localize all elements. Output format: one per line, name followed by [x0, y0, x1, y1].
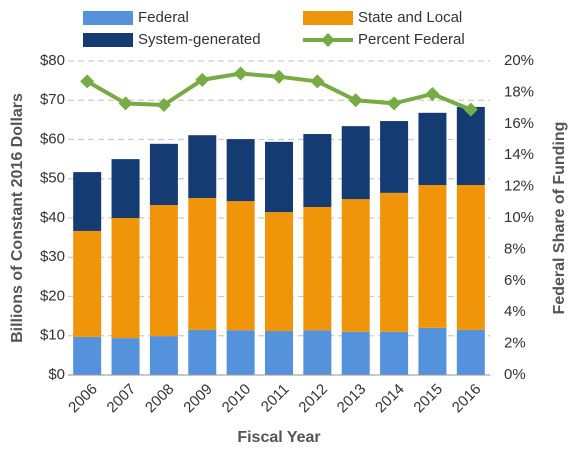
line-marker — [348, 93, 363, 108]
x-tick-label: 2007 — [104, 381, 140, 417]
y-tick-label: $40 — [40, 209, 65, 226]
bar-segment — [111, 218, 140, 339]
legend-swatch — [83, 11, 133, 25]
bar-segment — [341, 126, 370, 200]
bar-segment — [111, 159, 140, 218]
line-marker — [118, 96, 133, 111]
y2-tick-label: 20% — [504, 52, 534, 69]
bar-segment — [303, 134, 332, 208]
y2-axis-title: Federal Share of Funding — [551, 122, 568, 315]
bar-segment — [111, 338, 140, 375]
bar-segment — [418, 112, 447, 186]
bar-segment — [456, 185, 485, 330]
bar-segment — [226, 201, 255, 331]
y2-tick-label: 12% — [504, 178, 534, 195]
line-marker — [80, 74, 95, 89]
y2-tick-label: 18% — [504, 83, 534, 100]
bar-segment — [73, 336, 102, 375]
legend-label: Percent Federal — [358, 31, 465, 48]
x-axis-title: Fiscal Year — [237, 429, 320, 446]
legend-swatch — [321, 33, 335, 47]
x-tick-label: 2016 — [449, 381, 485, 417]
legend-label: State and Local — [358, 9, 462, 26]
x-tick-label: 2006 — [65, 381, 101, 417]
bar-segment — [380, 331, 409, 375]
x-tick-label: 2012 — [295, 381, 331, 417]
y-tick-label: $30 — [40, 248, 65, 265]
y-tick-label: $20 — [40, 287, 65, 304]
bar-segment — [303, 330, 332, 375]
bar-segment — [188, 197, 217, 330]
bar-segment — [456, 106, 485, 186]
y-tick-label: $70 — [40, 91, 65, 108]
bar-segment — [380, 121, 409, 193]
bar-segment — [456, 329, 485, 375]
bar-segment — [265, 331, 293, 375]
bar-segment — [188, 135, 217, 198]
line-marker — [387, 96, 402, 111]
y2-tick-label: 14% — [504, 146, 534, 163]
bar-segment — [226, 330, 255, 375]
bar-segment — [418, 327, 447, 375]
y-tick-label: $0 — [48, 366, 65, 383]
bar-segment — [149, 205, 178, 337]
bar-segment — [149, 143, 178, 206]
y2-tick-label: 10% — [504, 209, 534, 226]
bar-segment — [303, 207, 332, 331]
x-tick-label: 2008 — [142, 381, 178, 417]
bar-segment — [149, 336, 178, 375]
legend-swatch — [303, 11, 353, 25]
line-marker — [156, 97, 171, 112]
legend-swatch — [83, 33, 133, 47]
y-tick-label: $60 — [40, 130, 65, 147]
y-tick-label: $80 — [40, 52, 65, 69]
y-tick-label: $50 — [40, 170, 65, 187]
x-tick-label: 2014 — [372, 381, 408, 417]
x-tick-label: 2013 — [334, 381, 370, 417]
x-tick-label: 2009 — [180, 381, 216, 417]
line-marker — [425, 86, 440, 101]
bar-segment — [418, 185, 447, 328]
y-axis-title: Billions of Constant 2016 Dollars — [9, 93, 26, 343]
y-tick-label: $10 — [40, 327, 65, 344]
y2-tick-label: 8% — [504, 240, 526, 257]
bar-segment — [73, 172, 102, 231]
line-marker — [463, 102, 478, 117]
line-marker — [272, 69, 286, 84]
x-tick-label: 2010 — [219, 381, 255, 417]
legend-label: System-generated — [138, 31, 261, 48]
bar-segment — [265, 141, 293, 213]
line-marker — [233, 66, 248, 81]
bar-segment — [341, 331, 370, 375]
line-marker — [195, 72, 210, 87]
bar-segment — [341, 199, 370, 332]
bar-segment — [226, 139, 255, 202]
bar-segment — [73, 230, 102, 337]
x-tick-label: 2011 — [258, 381, 293, 416]
legend-label: Federal — [138, 9, 189, 26]
y2-tick-label: 6% — [504, 272, 526, 289]
bar-segment — [265, 212, 293, 332]
line-marker — [310, 74, 325, 89]
y2-tick-label: 2% — [504, 335, 526, 352]
bar-segment — [380, 192, 409, 332]
y2-tick-label: 16% — [504, 115, 534, 132]
y2-tick-label: 4% — [504, 303, 526, 320]
x-tick-label: 2015 — [410, 381, 446, 417]
y2-tick-label: 0% — [504, 366, 526, 383]
bar-segment — [188, 329, 217, 375]
